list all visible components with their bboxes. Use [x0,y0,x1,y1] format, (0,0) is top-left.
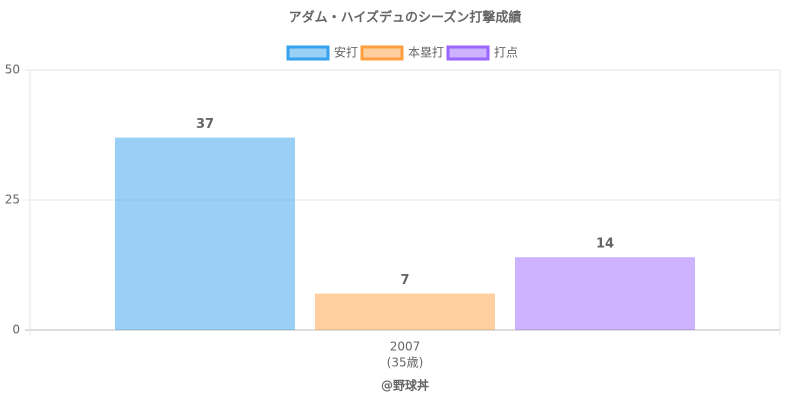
legend-label: 安打 [334,45,358,60]
legend-label: 本塁打 [408,46,444,60]
y-tick-label: 0 [12,323,20,337]
legend-swatch [446,45,490,61]
bar [115,137,295,330]
legend-swatch [360,45,404,61]
data-label: 37 [196,117,214,132]
bar [315,293,495,330]
y-tick-label: 25 [5,193,20,207]
x-tick-label: (35歳) [387,356,424,370]
chart-title: アダム・ハイズデュのシーズン打撃成績 [289,10,522,26]
legend-swatch [286,45,330,61]
data-label: 14 [596,237,614,252]
data-label: 7 [400,273,409,288]
footer: @野球丼 [381,378,429,393]
legend-label: 打点 [494,46,518,60]
x-tick-label: 2007 [390,340,421,354]
bar [515,257,695,330]
y-tick-label: 50 [5,63,20,77]
